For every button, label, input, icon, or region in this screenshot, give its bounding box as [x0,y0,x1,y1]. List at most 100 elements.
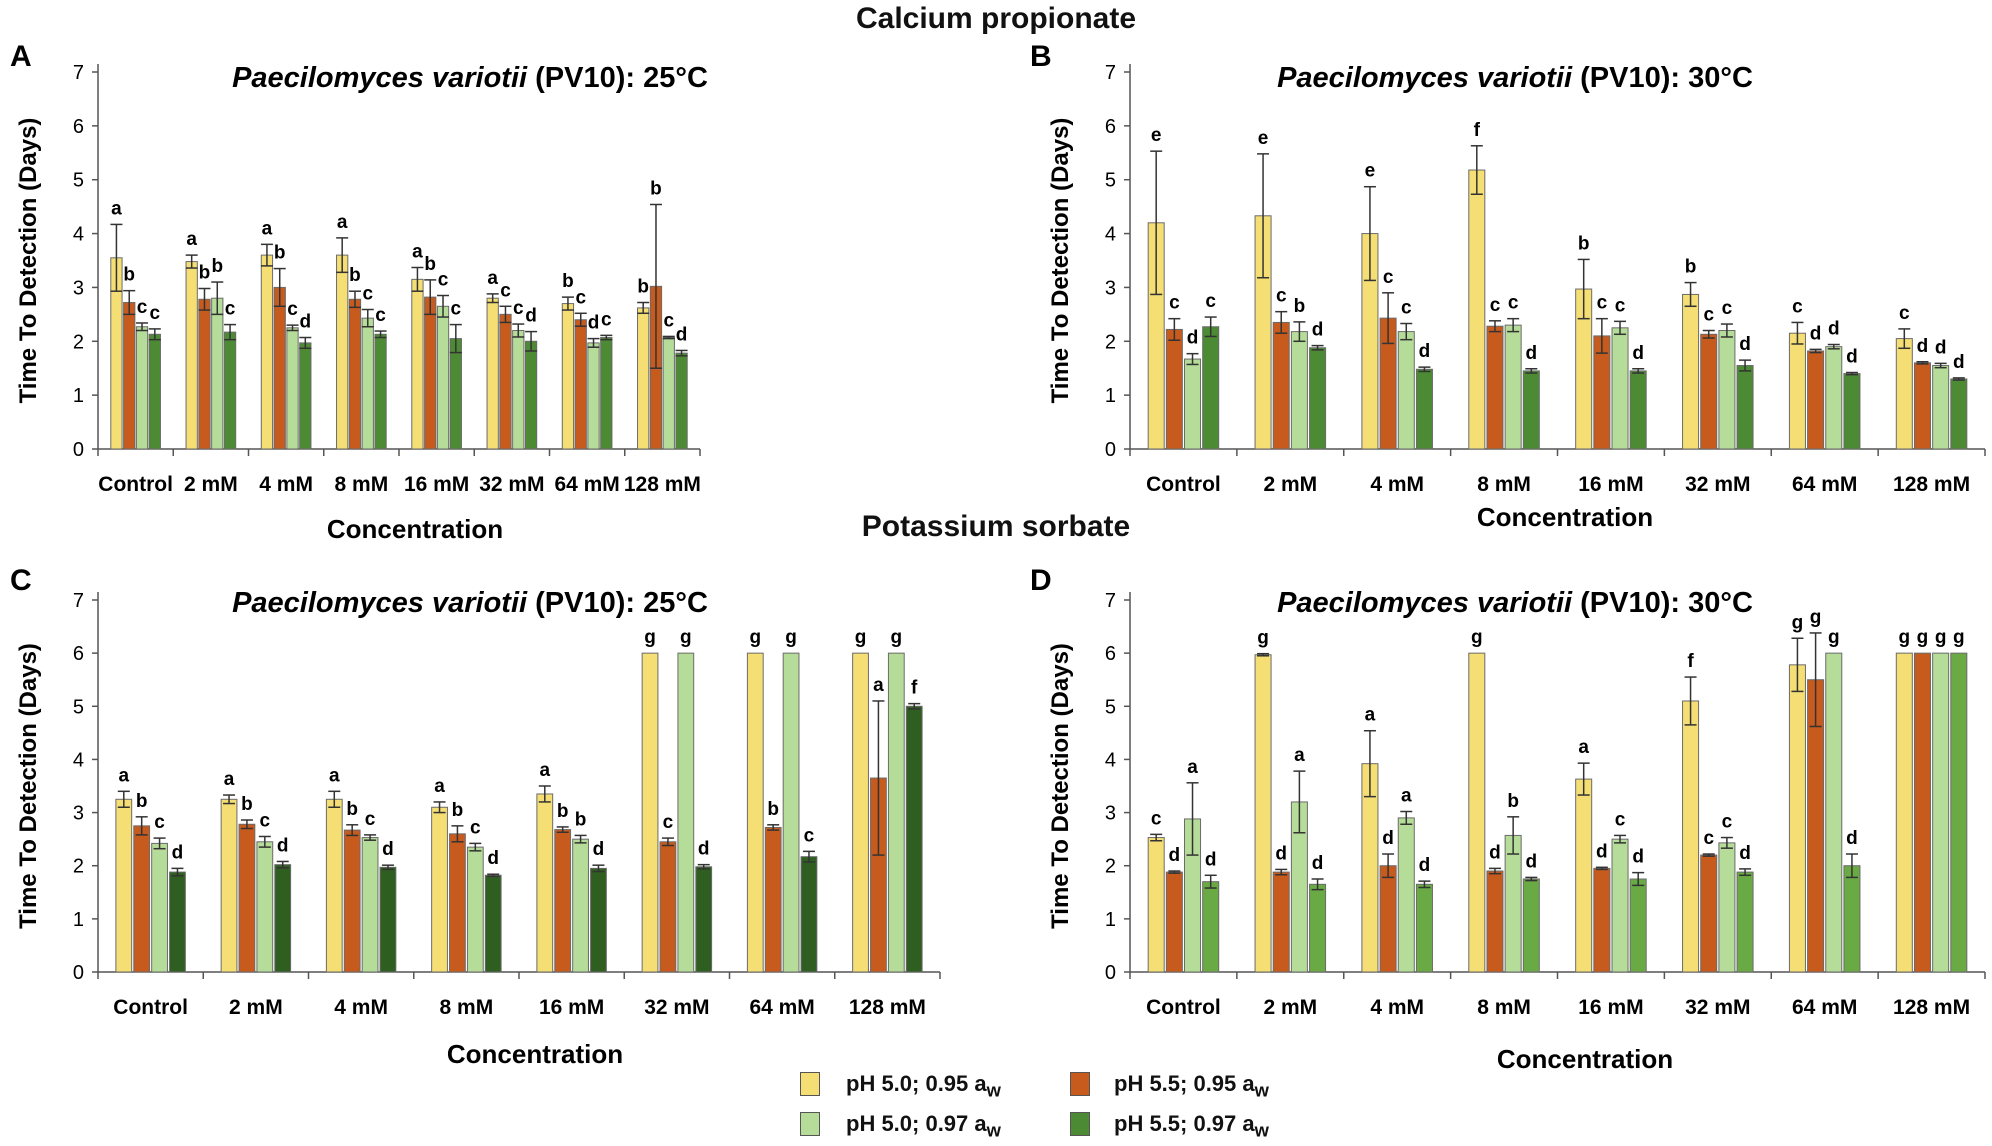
significance-label: d [1917,336,1929,357]
y-tick-label: 1 [73,385,84,407]
significance-label: c [1615,295,1626,316]
bar [1700,854,1718,973]
x-tick-label: 4 mM [1370,473,1424,496]
significance-label: d [1526,343,1538,364]
bar [764,826,782,973]
bar [1807,350,1825,450]
significance-label: d [277,835,289,856]
bar [1415,368,1433,450]
significance-label: b [199,263,211,284]
y-tick-label: 6 [1105,116,1116,138]
x-tick-label: 8 mM [1477,996,1531,1019]
y-tick-label: 7 [73,62,84,84]
significance-label: g [1935,627,1947,648]
significance-label: d [1312,853,1324,874]
significance-label: e [1365,161,1376,182]
significance-label: c [438,270,449,291]
bar [286,327,299,450]
chart-title-condition: (PV10): 30°C [1572,587,1753,619]
chart-title: Paecilomyces variotii (PV10): 30°C [1277,587,1753,619]
significance-label: c [1703,828,1714,849]
x-tick-label: 128 mM [624,473,701,496]
significance-label: a [337,212,348,233]
x-axis-label: Concentration [327,514,503,544]
y-tick-label: 6 [73,643,84,665]
significance-label: e [1151,125,1162,146]
significance-label: d [1382,828,1394,849]
significance-label: c [365,809,376,830]
y-tick-label: 5 [73,170,84,192]
bar [361,837,379,973]
significance-label: d [1739,334,1751,355]
bar [148,333,161,450]
significance-label: c [575,287,586,308]
bar [238,823,256,973]
bar [637,307,650,450]
significance-label: b [557,801,569,822]
bar [1843,373,1861,450]
bar [1309,347,1327,450]
bar [1522,878,1540,973]
significance-label: d [1187,328,1199,349]
bar [561,303,575,450]
legend-label: pH 5.0; 0.97 a [846,1111,987,1136]
significance-label: a [539,760,550,781]
significance-label: d [1419,855,1431,876]
significance-label: c [663,310,674,331]
legend-swatch [1070,1112,1090,1136]
y-tick-label: 4 [1105,224,1116,246]
bar [1629,878,1647,973]
y-tick-label: 0 [73,962,84,984]
bar [1950,378,1968,450]
x-tick-label: 4 mM [1370,996,1424,1019]
bar [1950,652,1968,973]
bar [274,864,292,973]
significance-label: g [891,627,903,648]
bar [361,317,374,450]
bar [1165,328,1183,450]
significance-label: g [785,627,797,648]
bar [1718,842,1736,973]
bar [169,871,186,973]
x-tick-label: 64 mM [1792,473,1857,496]
chart-title-condition: (PV10): 30°C [1572,62,1753,94]
y-tick-label: 6 [73,116,84,138]
significance-label: b [274,243,286,264]
bar [1629,370,1647,450]
significance-label: a [1365,705,1376,726]
x-tick-label: 64 mM [1792,996,1857,1019]
bar [641,652,659,973]
bar [675,352,688,450]
bar [260,254,274,450]
significance-label: c [1615,809,1626,830]
bar [1788,664,1806,973]
bar [1147,837,1165,973]
significance-label: c [663,812,674,833]
significance-label: d [593,839,605,860]
bar [466,846,484,973]
significance-label: a [262,218,273,239]
bar [1682,700,1700,973]
y-tick-label: 6 [1105,643,1116,665]
significance-label: a [118,765,129,786]
significance-label: c [150,303,161,324]
significance-label: b [767,799,779,820]
significance-label: g [749,627,761,648]
bar [1468,169,1486,450]
significance-label: a [1401,786,1412,807]
chart-title: Paecilomyces variotii (PV10): 30°C [1277,62,1753,94]
significance-label: g [1257,628,1269,649]
bar [484,874,502,973]
significance-label: c [375,305,386,326]
x-tick-label: 16 mM [404,473,469,496]
bar [659,841,677,973]
bar [1254,654,1272,973]
chart-title: Paecilomyces variotii (PV10): 25°C [232,62,708,94]
bar [587,342,600,450]
bar [1736,365,1754,450]
bar [677,652,695,973]
significance-label: b [650,178,662,199]
y-tick-label: 7 [1105,590,1116,612]
y-axis-label: Time To Detection (Days) [15,118,42,404]
significance-label: d [1526,851,1538,872]
